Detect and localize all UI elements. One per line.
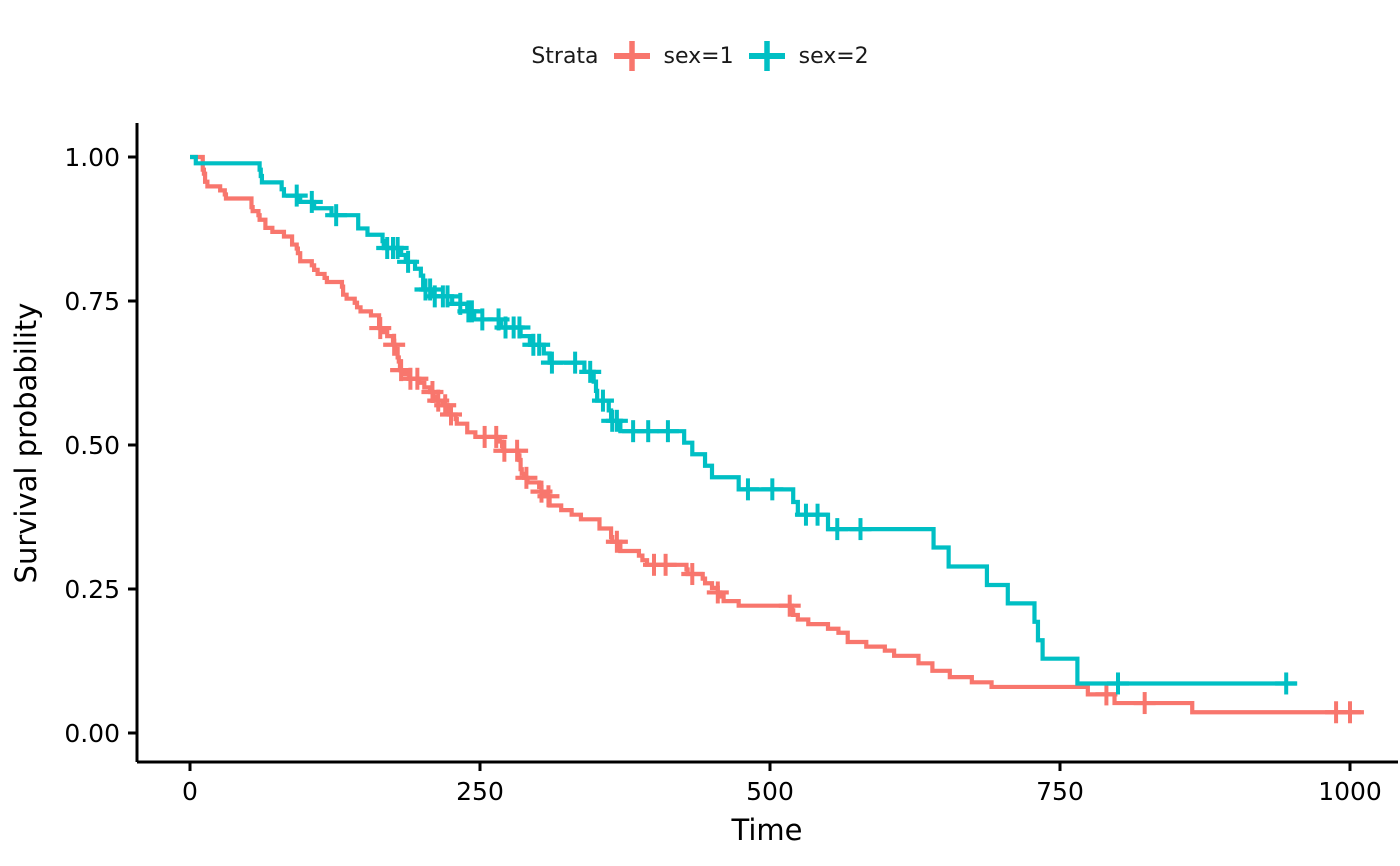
censor-mark — [406, 367, 429, 390]
y-tick-label: 1.00 — [64, 143, 120, 172]
censor-mark — [681, 563, 704, 586]
censor-mark — [761, 478, 784, 501]
y-tick-label: 0.50 — [64, 431, 120, 460]
x-tick-label: 1000 — [1318, 777, 1382, 806]
censor-mark — [528, 333, 551, 356]
censor-mark — [1339, 701, 1361, 724]
censor-mark — [537, 485, 560, 508]
x-tick-label: 500 — [746, 777, 794, 806]
censor-mark — [637, 420, 660, 443]
censor-mark — [508, 316, 531, 339]
censor-mark — [1107, 672, 1129, 695]
censor-mark — [369, 317, 392, 340]
censor-mark — [564, 351, 587, 374]
legend-item-sex2: sex=2 — [747, 39, 869, 73]
y-tick-label: 0.25 — [64, 575, 120, 604]
x-axis-title: Time — [731, 813, 803, 847]
censor-mark — [300, 190, 323, 213]
censor-mark — [386, 237, 409, 260]
censor-mark — [849, 518, 872, 541]
legend-item-sex1: sex=1 — [612, 39, 734, 73]
y-axis-title: Survival probability — [9, 303, 43, 584]
censor-mark — [706, 581, 729, 604]
censor-mark — [397, 250, 420, 273]
legend-title: Strata — [531, 43, 599, 69]
censor-mark — [806, 503, 829, 526]
censor-mark — [591, 389, 614, 412]
censor-plus-icon — [748, 41, 785, 71]
censor-mark — [1275, 672, 1298, 695]
x-tick-label: 250 — [456, 777, 504, 806]
legend-label-sex1: sex=1 — [663, 43, 734, 69]
series-curves — [190, 154, 1364, 724]
censor-mark — [383, 333, 406, 356]
x-tick-label: 0 — [182, 777, 198, 806]
censor-mark — [654, 553, 677, 576]
censor-mark — [826, 518, 849, 541]
y-tick-label: 0.75 — [64, 287, 120, 316]
censor-mark — [579, 360, 602, 383]
censor-mark — [1133, 692, 1156, 715]
censor-mark — [440, 403, 462, 426]
legend-label-sex2: sex=2 — [798, 43, 869, 69]
y-tick-label: 0.00 — [64, 719, 120, 748]
legend: Strata sex=1 sex=2 — [0, 36, 1400, 76]
censor-mark — [506, 439, 529, 462]
censor-mark — [285, 184, 308, 207]
censor-mark — [436, 285, 459, 308]
censor-mark — [515, 466, 538, 489]
censor-mark — [736, 478, 759, 501]
censor-mark — [605, 409, 628, 432]
censor-mark — [605, 530, 628, 553]
censor-mark — [656, 420, 679, 443]
x-tick-label: 750 — [1036, 777, 1084, 806]
censor-plus-icon — [613, 41, 650, 71]
censor-mark — [325, 204, 348, 227]
censor-mark — [540, 351, 563, 374]
axes: 0 250 500 750 1000 0.00 0.25 0.50 0.75 1.00 — [64, 123, 1398, 806]
censor-mark — [1095, 683, 1118, 706]
series-path-sex-1 — [190, 154, 1364, 715]
censor-mark — [778, 594, 801, 617]
censor-mark — [485, 425, 508, 448]
